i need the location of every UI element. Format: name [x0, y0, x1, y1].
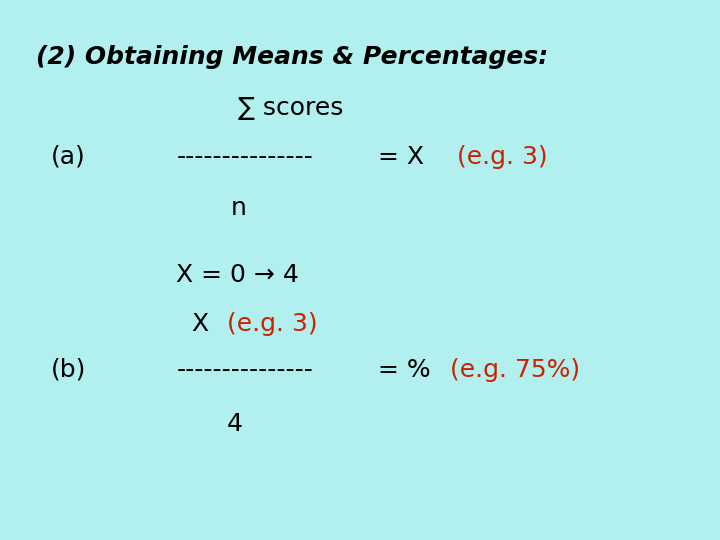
Text: n: n	[230, 196, 246, 220]
Text: X = 0 → 4: X = 0 → 4	[176, 264, 300, 287]
Text: (e.g. 75%): (e.g. 75%)	[450, 358, 580, 382]
Text: = X: = X	[378, 145, 424, 168]
Text: (e.g. 3): (e.g. 3)	[227, 312, 318, 336]
Text: 4: 4	[227, 412, 243, 436]
Text: ---------------: ---------------	[176, 145, 313, 168]
Text: (b): (b)	[50, 358, 86, 382]
Text: (2) Obtaining Means & Percentages:: (2) Obtaining Means & Percentages:	[36, 45, 548, 69]
Text: (e.g. 3): (e.g. 3)	[457, 145, 548, 168]
Text: ∑ scores: ∑ scores	[238, 96, 343, 120]
Text: = %: = %	[378, 358, 431, 382]
Text: ---------------: ---------------	[176, 358, 313, 382]
Text: X: X	[191, 312, 208, 336]
Text: (a): (a)	[50, 145, 85, 168]
